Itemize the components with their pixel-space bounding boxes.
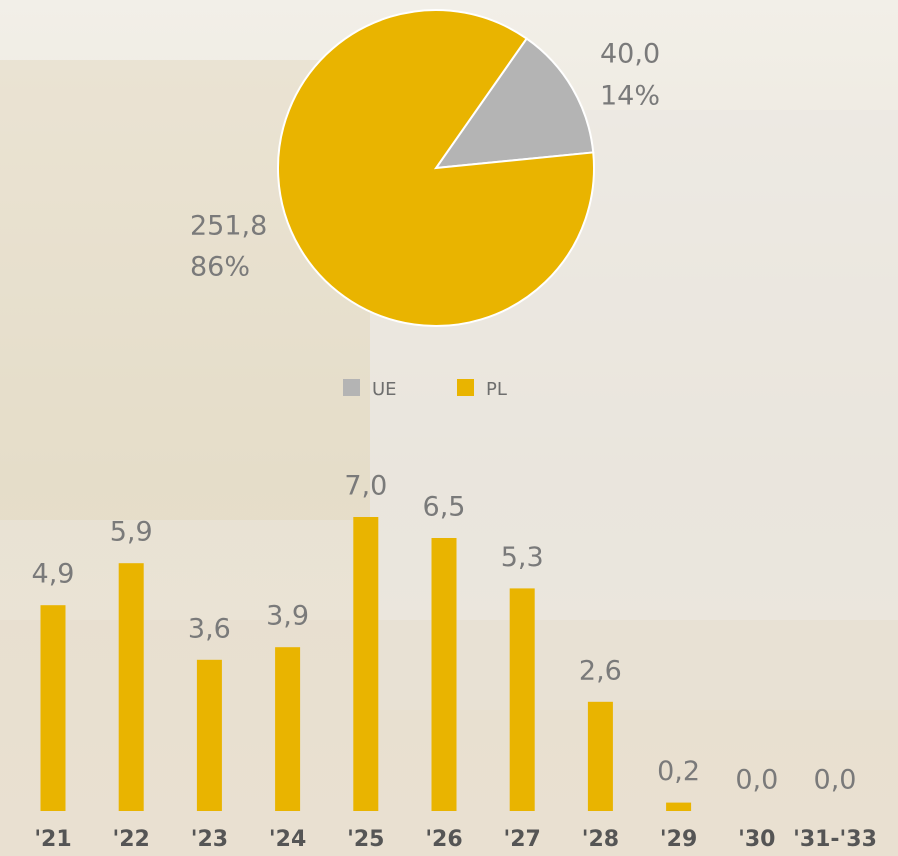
percent-label: 86% <box>190 252 250 283</box>
bar <box>509 588 535 811</box>
x-tick-label: '24 <box>269 827 306 852</box>
value-label: 2,6 <box>579 655 622 686</box>
value-label: 0,0 <box>735 765 778 796</box>
pie-slice <box>277 9 595 327</box>
bar <box>666 802 692 811</box>
x-tick-label: '30 <box>738 827 775 852</box>
value-label: 6,5 <box>423 492 466 523</box>
x-tick-label: '31-'33 <box>793 827 877 852</box>
pie-slice <box>433 37 595 170</box>
legend-swatch <box>343 379 360 396</box>
x-tick-label: '29 <box>660 827 697 852</box>
x-tick-label: '22 <box>113 827 150 852</box>
bar <box>118 563 144 811</box>
value-label: 7,0 <box>344 471 387 502</box>
bar <box>587 701 613 811</box>
value-label: 251,8 <box>190 211 267 242</box>
bar <box>431 538 457 811</box>
bar <box>40 605 66 811</box>
legend-label: PL <box>486 379 507 400</box>
bar <box>353 517 379 811</box>
percent-label: 14% <box>600 81 660 112</box>
value-label: 40,0 <box>600 39 660 70</box>
x-tick-label: '25 <box>347 827 384 852</box>
value-label: 3,6 <box>188 613 231 644</box>
value-label: 5,3 <box>501 542 544 573</box>
value-label: 0,0 <box>814 765 857 796</box>
x-tick-label: '27 <box>504 827 541 852</box>
x-tick-label: '28 <box>582 827 619 852</box>
value-label: 3,9 <box>266 601 309 632</box>
value-label: 0,2 <box>657 756 700 787</box>
legend-label: UE <box>372 379 397 400</box>
x-tick-label: '23 <box>191 827 228 852</box>
x-tick-label: '21 <box>34 827 71 852</box>
x-tick-label: '26 <box>425 827 462 852</box>
legend-swatch <box>457 379 474 396</box>
value-label: 5,9 <box>110 517 153 548</box>
bar <box>275 647 301 811</box>
bar <box>196 659 222 811</box>
value-label: 4,9 <box>32 559 75 590</box>
